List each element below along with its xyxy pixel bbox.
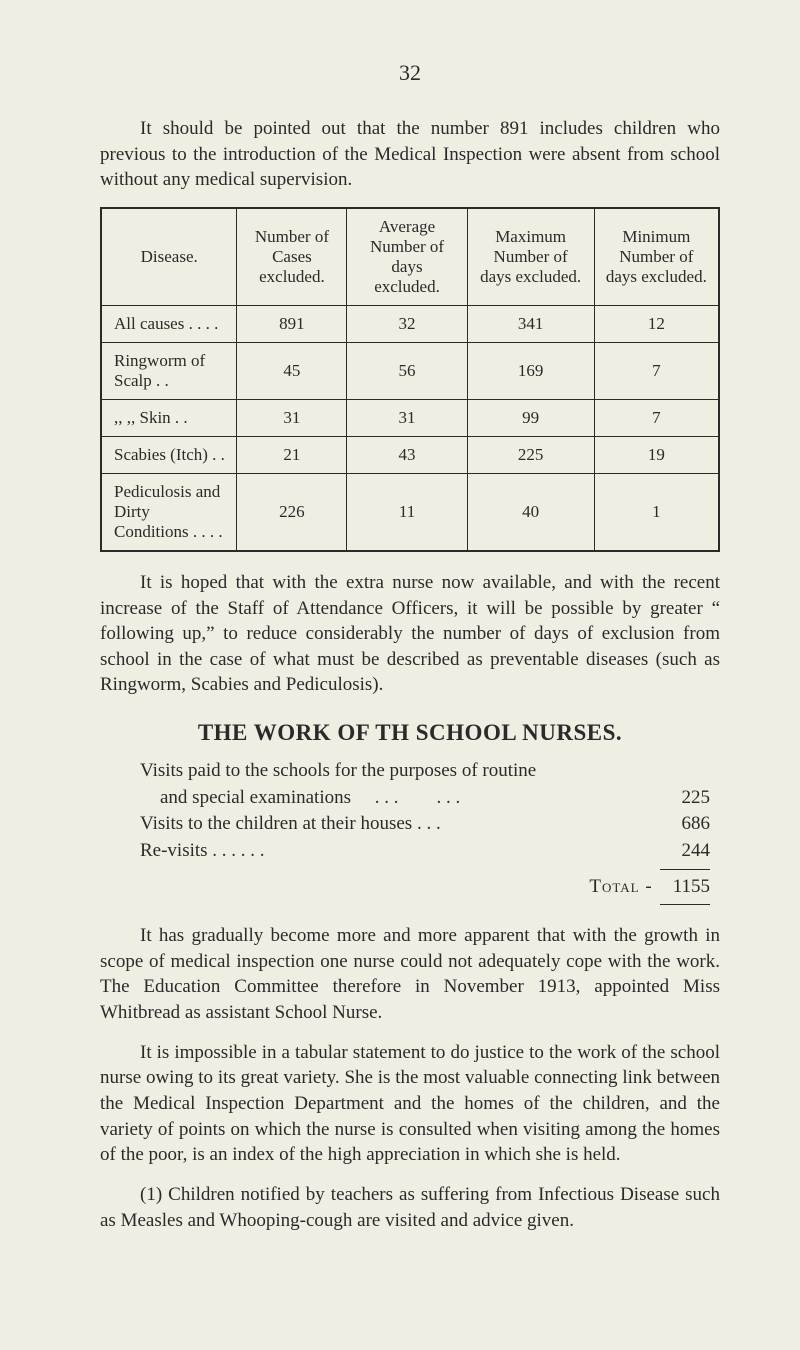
col-avg: Average Number of days excluded.: [347, 208, 467, 306]
cell-val: 341: [467, 305, 594, 342]
col-disease: Disease.: [101, 208, 237, 306]
cell-val: 99: [467, 399, 594, 436]
cell-val: 1: [594, 473, 719, 551]
cell-val: 11: [347, 473, 467, 551]
col-max: Maximum Number of days excluded.: [467, 208, 594, 306]
visits-line-1: Visits paid to the schools for the purpo…: [140, 758, 640, 785]
cell-val: 169: [467, 342, 594, 399]
visits-list: Visits paid to the schools for the purpo…: [140, 758, 710, 905]
cell-val: 32: [347, 305, 467, 342]
cell-val: 31: [237, 399, 347, 436]
visits-line-2: Visits to the children at their houses .…: [140, 811, 640, 838]
table-header-row: Disease. Number of Cases excluded. Avera…: [101, 208, 719, 306]
cell-val: 891: [237, 305, 347, 342]
cell-disease: All causes . . . .: [101, 305, 237, 342]
growth-paragraph: It has gradually become more and more ap…: [100, 923, 720, 1026]
col-min: Minimum Number of days excluded.: [594, 208, 719, 306]
page-number: 32: [100, 60, 720, 86]
table-row: All causes . . . . 891 32 341 12: [101, 305, 719, 342]
cell-val: 7: [594, 342, 719, 399]
cell-val: 43: [347, 436, 467, 473]
table-row: Scabies (Itch) . . 21 43 225 19: [101, 436, 719, 473]
table-row: ,, ,, Skin . . 31 31 99 7: [101, 399, 719, 436]
disease-table: Disease. Number of Cases excluded. Avera…: [100, 207, 720, 552]
cell-val: 225: [467, 436, 594, 473]
cell-disease: Pediculosis and Dirty Conditions . . . .: [101, 473, 237, 551]
cell-val: 21: [237, 436, 347, 473]
document-page: 32 It should be pointed out that the num…: [0, 0, 800, 1350]
impossible-paragraph: It is impossible in a tabular statement …: [100, 1040, 720, 1168]
cell-val: 45: [237, 342, 347, 399]
visits-line-1b: and special examinations . . . . . .: [140, 785, 640, 812]
cell-disease: ,, ,, Skin . .: [101, 399, 237, 436]
total-rule: [660, 869, 710, 870]
visits-line-3: Re-visits . . . . . .: [140, 838, 640, 865]
cell-disease: Scabies (Itch) . .: [101, 436, 237, 473]
visits-value-2: 686: [640, 811, 710, 838]
cell-val: 226: [237, 473, 347, 551]
section-heading: THE WORK OF TH SCHOOL NURSES.: [100, 720, 720, 746]
hope-paragraph: It is hoped that with the extra nurse no…: [100, 570, 720, 698]
cell-val: 12: [594, 305, 719, 342]
table-row: Pediculosis and Dirty Conditions . . . .…: [101, 473, 719, 551]
cell-val: 40: [467, 473, 594, 551]
table-row: Ringworm of Scalp . . 45 56 169 7: [101, 342, 719, 399]
cell-disease: Ringworm of Scalp . .: [101, 342, 237, 399]
total-rule-below: [660, 904, 710, 905]
total-value: 1155: [673, 874, 710, 901]
numbered-paragraph: (1) Children notified by teachers as suf…: [100, 1182, 720, 1233]
cell-val: 7: [594, 399, 719, 436]
visits-value-3: 244: [640, 838, 710, 865]
cell-val: 19: [594, 436, 719, 473]
visits-value-1: 225: [640, 785, 710, 812]
cell-val: 31: [347, 399, 467, 436]
col-cases: Number of Cases excluded.: [237, 208, 347, 306]
intro-paragraph: It should be pointed out that the number…: [100, 116, 720, 193]
cell-val: 56: [347, 342, 467, 399]
total-label: Total -: [589, 874, 652, 901]
